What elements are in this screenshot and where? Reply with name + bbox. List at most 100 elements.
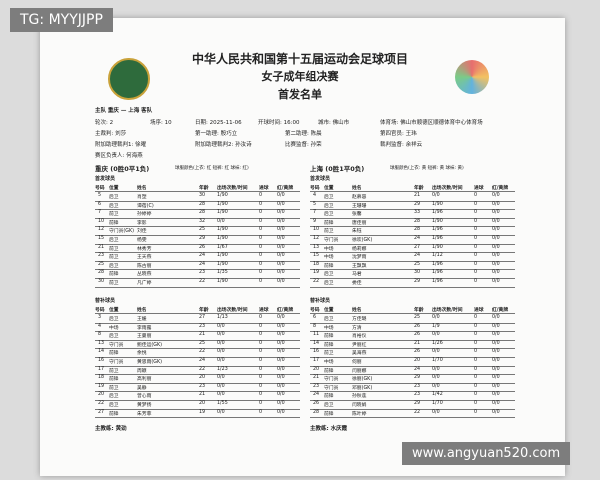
cell: 0 (474, 210, 478, 216)
cell: 22 (199, 366, 206, 372)
cell: 27 (98, 409, 105, 415)
cell: 0 (259, 218, 263, 224)
cell: 22 (313, 279, 320, 284)
cell: 方清 (352, 325, 362, 331)
cell: 0/0 (492, 383, 500, 389)
cell: 17 (313, 358, 320, 363)
cell: 6 (313, 315, 317, 320)
cell: 0 (474, 392, 478, 398)
cell: 前锋 (109, 351, 119, 357)
table-rule (95, 260, 300, 262)
heading: 首发名单 (278, 88, 322, 101)
cell: 前锋 (324, 342, 334, 348)
cell: 1/96 (432, 210, 443, 216)
cell: 0 (259, 279, 263, 284)
cell: 后卫 (324, 212, 334, 218)
cell: 1/26 (432, 340, 443, 346)
cell: 0 (259, 366, 263, 372)
cell: 24 (414, 366, 421, 372)
table-rule (95, 243, 300, 245)
cell: 0 (474, 201, 478, 207)
cell: 10 (313, 227, 320, 233)
cell: 28 (313, 409, 320, 415)
cell: 1/70 (432, 358, 443, 363)
cell: 后卫 (109, 403, 119, 408)
table-rule (310, 331, 515, 333)
cell: 后卫 (109, 263, 119, 269)
section-label: 替补球员 (310, 298, 331, 304)
cell: 21 (199, 332, 206, 338)
cell: 8 (98, 332, 102, 338)
cell: 12 (313, 236, 320, 241)
cell: 22 (199, 279, 206, 284)
cell: 前卫 (109, 246, 119, 252)
column-header: 号码 (310, 308, 320, 313)
cell: 21 (414, 193, 421, 198)
team-name: 上海 (0胜1平0负) (310, 165, 365, 173)
cell: 0/0 (492, 201, 500, 207)
cell: 杨雯 (137, 238, 147, 243)
cell: 14 (313, 340, 320, 346)
cell: 14 (98, 349, 105, 355)
cell: 凡广婷 (137, 281, 152, 286)
column-header: 红/黄牌 (492, 186, 509, 191)
cell: 0 (474, 244, 478, 250)
cell: 0 (474, 349, 478, 355)
cell: 前锋 (324, 263, 334, 269)
table-rule (95, 252, 300, 254)
cell: 1/90 (217, 279, 228, 284)
cell: 前锋 (324, 220, 334, 226)
column-header: 年龄 (199, 308, 209, 313)
cell: 0/0 (492, 270, 500, 276)
cell: 1/96 (432, 270, 443, 276)
cell: 张馨 (352, 212, 362, 218)
cell: 0/0 (492, 218, 500, 224)
cell: 0 (474, 383, 478, 389)
cell: 0/0 (277, 218, 285, 224)
cell: 0/0 (217, 375, 225, 381)
cell: 1/55 (217, 401, 228, 406)
cell: 0/0 (492, 244, 500, 250)
cell: 0/0 (492, 375, 500, 381)
cell: 杨莉娜 (352, 246, 367, 252)
column-header: 号码 (95, 308, 105, 313)
cell: 0/0 (432, 375, 440, 381)
cell: 1/90 (217, 210, 228, 216)
cell: 0/0 (492, 332, 500, 338)
cell: 0/0 (277, 227, 285, 233)
cell: 黄思雨(GK) (137, 360, 162, 365)
cell: 0 (259, 323, 263, 329)
cell: 0/0 (492, 366, 500, 372)
column-header: 号码 (310, 186, 320, 191)
cell: 0 (474, 270, 478, 276)
cell: 17 (98, 366, 105, 372)
cell: 沈梦雨 (352, 255, 367, 261)
cell: 后卫 (109, 317, 119, 322)
cell: 守门员 (109, 360, 124, 365)
cell: 28 (414, 218, 421, 224)
cell: 20 (199, 375, 206, 381)
cell: 21 (199, 392, 206, 398)
cell: 0/0 (492, 358, 500, 363)
title: 中华人民共和国第十五届运动会足球项目 (191, 52, 408, 66)
column-header: 姓名 (352, 186, 362, 191)
table-rule (310, 417, 515, 419)
cell: 0 (259, 392, 263, 398)
cell: 0 (474, 358, 478, 363)
cell: 1/9 (432, 323, 440, 329)
cell: 28 (98, 270, 105, 276)
column-header: 年龄 (199, 186, 209, 191)
cell: 0/0 (277, 375, 285, 381)
cell: 曾心雨 (137, 394, 152, 400)
cell: 28 (414, 227, 421, 233)
cell: 0/0 (277, 383, 285, 389)
cell: 0 (474, 323, 478, 329)
cell: 王媛 (137, 317, 147, 322)
kit-colors: 球服颜色(上衣: 黄 短裤: 黄 球袜: 黄) (390, 166, 464, 171)
cell: 28 (199, 201, 206, 207)
cell: 0 (259, 315, 263, 320)
cell: 29 (414, 201, 421, 207)
cell: 前锋 (109, 411, 119, 417)
cell: 6 (98, 201, 102, 207)
cell: 前锋 (109, 272, 119, 278)
